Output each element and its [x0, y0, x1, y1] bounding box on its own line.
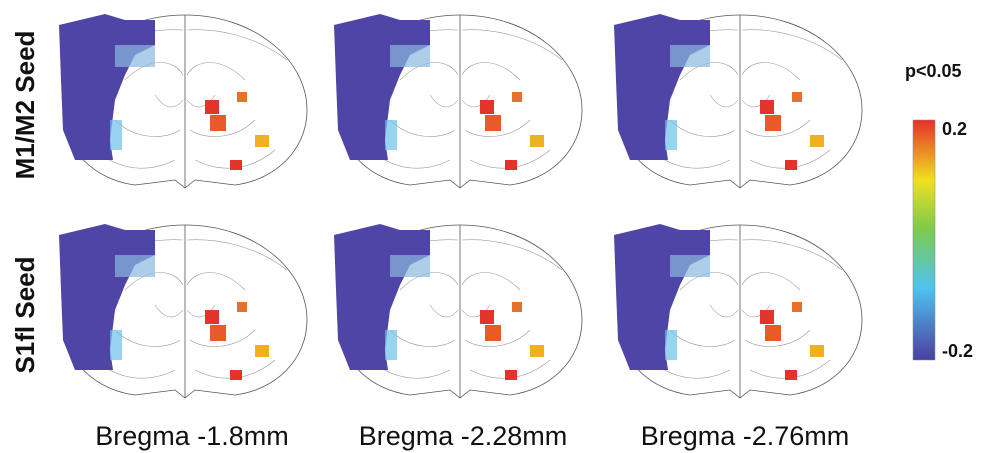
colorbar-title: p<0.05 — [905, 61, 962, 81]
colorbar — [913, 120, 935, 360]
column-label: Bregma -1.8mm — [95, 421, 289, 451]
brain-slice — [614, 14, 862, 188]
figure: M1/M2 Seed S1fl Seed Bregma -1.8mm Bregm… — [0, 0, 986, 453]
brain-slice — [59, 224, 307, 398]
column-label: Bregma -2.28mm — [359, 421, 568, 451]
colorbar-tick-label: 0.2 — [942, 119, 967, 139]
brain-slice — [614, 224, 862, 398]
row-label: M1/M2 Seed — [10, 31, 40, 180]
brain-slice — [334, 224, 582, 398]
slices — [59, 14, 862, 398]
colorbar-tick-label: -0.2 — [942, 341, 973, 361]
column-label: Bregma -2.76mm — [641, 421, 850, 451]
row-label: S1fl Seed — [10, 256, 40, 373]
brain-slice — [59, 14, 307, 188]
brain-slice — [334, 14, 582, 188]
